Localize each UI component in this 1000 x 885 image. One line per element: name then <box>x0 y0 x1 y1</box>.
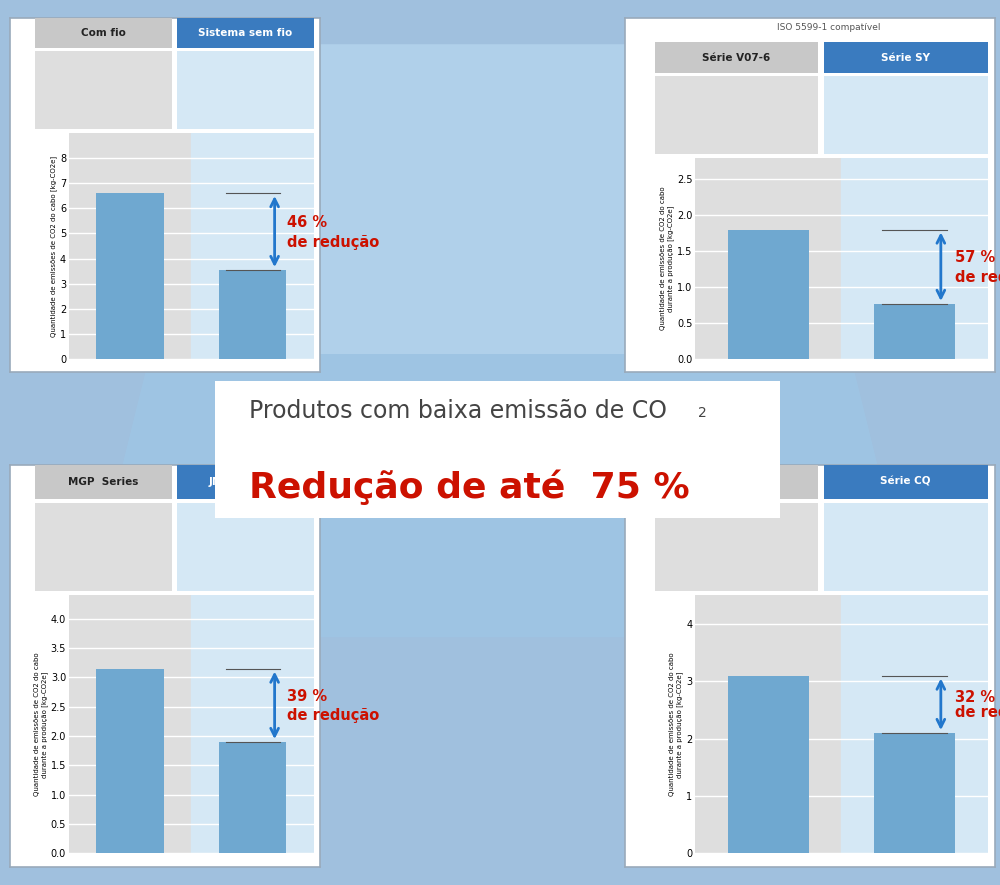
Text: Série CQ2: Série CQ2 <box>708 477 765 487</box>
Bar <box>96 193 164 359</box>
Text: 57 %: 57 % <box>955 250 996 266</box>
Y-axis label: Quantidade de emissões de CO2 do cabo [kg-CO2e]: Quantidade de emissões de CO2 do cabo [k… <box>50 156 57 336</box>
Polygon shape <box>50 44 950 354</box>
Text: Redução de até  75 %: Redução de até 75 % <box>249 470 690 505</box>
Y-axis label: Quantidade de emissões de CO2 do cabo
durante a produção [kg-CO2e]: Quantidade de emissões de CO2 do cabo du… <box>660 187 674 330</box>
Bar <box>69 596 191 853</box>
Bar <box>874 733 955 853</box>
Bar <box>219 270 286 359</box>
Text: de redução: de redução <box>287 235 379 250</box>
Polygon shape <box>80 354 920 637</box>
Text: 46 %: 46 % <box>287 215 327 230</box>
Text: 2: 2 <box>698 406 707 420</box>
Bar <box>841 596 988 853</box>
Text: Produtos com baixa emissão de CO: Produtos com baixa emissão de CO <box>249 399 667 423</box>
Text: Sistema sem fio: Sistema sem fio <box>198 27 292 38</box>
Text: Série SY: Série SY <box>881 52 930 63</box>
Text: Série CQ: Série CQ <box>880 477 931 487</box>
Y-axis label: Quantidade de emissões de CO2 do cabo
durante a produção [kg-CO2e]: Quantidade de emissões de CO2 do cabo du… <box>669 652 683 796</box>
Bar <box>191 596 314 853</box>
Bar <box>728 675 809 853</box>
Text: de redução: de redução <box>287 708 379 723</box>
Bar <box>219 742 286 853</box>
Text: JMGP  Series: JMGP Series <box>208 477 282 487</box>
Text: 39 %: 39 % <box>287 689 327 704</box>
Bar <box>69 133 191 359</box>
Text: Com fio: Com fio <box>81 27 126 38</box>
Text: MGP  Series: MGP Series <box>68 477 139 487</box>
Text: 32 %: 32 % <box>955 690 996 705</box>
Bar <box>728 229 809 359</box>
Bar <box>695 596 841 853</box>
Text: ISO 5599-1 compatível: ISO 5599-1 compatível <box>777 23 880 32</box>
Bar <box>191 133 314 359</box>
Text: de redução: de redução <box>955 270 1000 285</box>
Bar <box>96 669 164 853</box>
Bar <box>695 158 841 359</box>
Text: Série V07-6: Série V07-6 <box>702 52 771 63</box>
Bar <box>874 304 955 359</box>
Text: de redução: de redução <box>955 704 1000 720</box>
Bar <box>841 158 988 359</box>
Y-axis label: Quantidade de emissões de CO2 do cabo
durante a produção [kg-CO2e]: Quantidade de emissões de CO2 do cabo du… <box>34 652 48 796</box>
